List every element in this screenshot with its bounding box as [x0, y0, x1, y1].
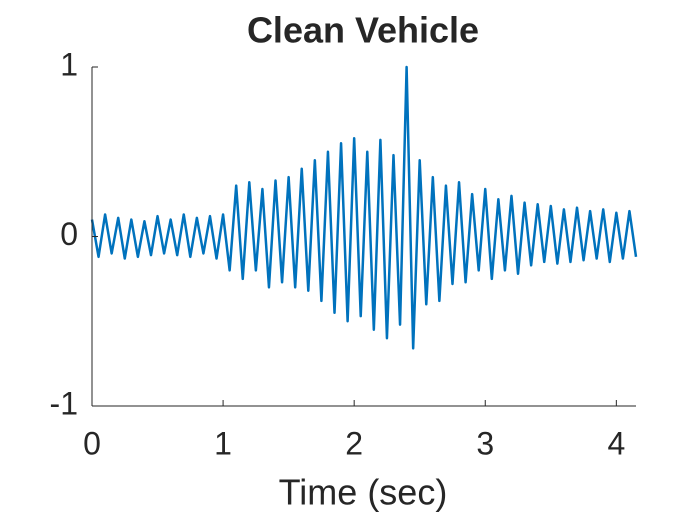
y-tick-label: -1 [50, 385, 78, 421]
y-tick-label: 0 [60, 216, 78, 252]
x-tick-label: 0 [83, 425, 101, 461]
signal-line [90, 65, 638, 350]
chart-title: Clean Vehicle [247, 10, 479, 51]
x-tick-label: 2 [345, 425, 363, 461]
x-axis-label: Time (sec) [279, 472, 448, 513]
x-tick-label: 4 [607, 425, 625, 461]
y-tick-label: 1 [60, 46, 78, 82]
x-tick-label: 1 [214, 425, 232, 461]
x-tick-label: 3 [476, 425, 494, 461]
